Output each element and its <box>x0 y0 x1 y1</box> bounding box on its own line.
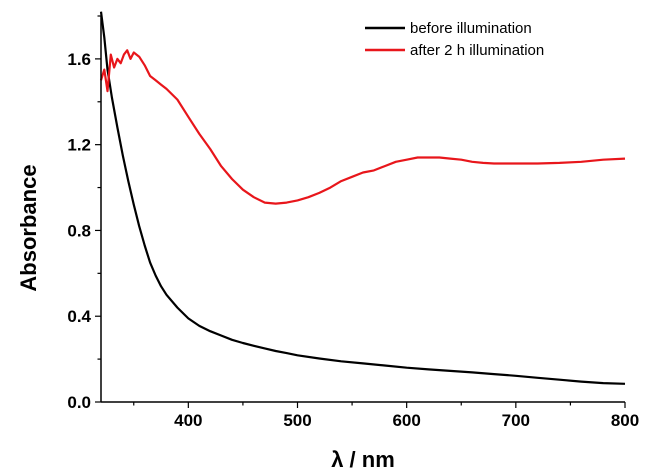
x-tick-label: 500 <box>283 411 311 430</box>
series-line-before <box>99 11 626 385</box>
x-tick-label: 800 <box>611 411 639 430</box>
y-tick-label: 1.2 <box>67 136 91 155</box>
x-tick-label: 700 <box>502 411 530 430</box>
axes <box>95 15 626 408</box>
x-tick-label: 400 <box>174 411 202 430</box>
legend-label-after: after 2 h illumination <box>410 42 544 59</box>
series-lines <box>99 11 626 385</box>
y-tick-label: 0.8 <box>67 221 91 240</box>
x-axis-title: λ / nm <box>331 447 395 472</box>
legend-label-before: before illumination <box>410 20 532 37</box>
y-tick-label: 0.4 <box>67 307 91 326</box>
x-tick-label: 600 <box>392 411 420 430</box>
series-line-after <box>99 49 626 205</box>
y-tick-label: 1.6 <box>67 50 91 69</box>
y-axis-title: Absorbance <box>16 164 41 291</box>
legend: before illumination after 2 h illuminati… <box>365 20 544 59</box>
y-tick-label: 0.0 <box>67 393 91 412</box>
tick-labels: 400 500 600 700 800 0.0 0.4 0.8 1.2 1.6 <box>67 50 639 430</box>
